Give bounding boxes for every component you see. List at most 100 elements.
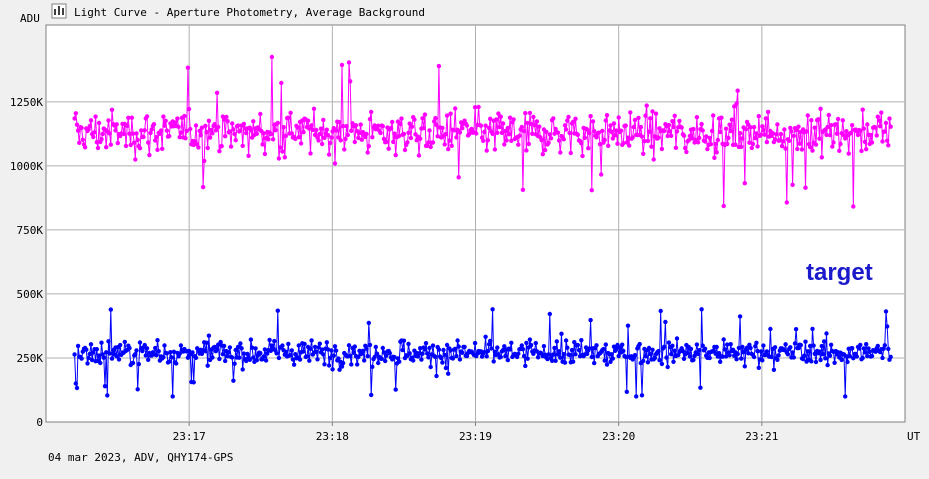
data-point <box>843 136 848 141</box>
data-point <box>584 351 590 357</box>
data-point <box>345 132 350 138</box>
data-point <box>670 119 675 124</box>
data-point <box>524 148 529 153</box>
data-point <box>266 137 271 142</box>
data-point <box>137 146 143 151</box>
data-point <box>274 351 279 356</box>
data-point <box>239 346 244 351</box>
data-point <box>531 351 536 356</box>
data-point <box>586 146 591 151</box>
data-point <box>498 114 503 119</box>
data-point <box>121 131 126 137</box>
data-point <box>291 362 297 367</box>
data-point <box>393 152 398 158</box>
data-point <box>837 148 842 153</box>
data-point <box>443 365 449 371</box>
data-point <box>163 118 168 124</box>
data-point <box>89 357 95 363</box>
data-point <box>133 352 138 357</box>
data-point <box>609 352 614 357</box>
data-point <box>80 137 86 142</box>
data-point <box>200 184 206 190</box>
data-point <box>144 114 150 119</box>
data-point <box>754 131 759 136</box>
data-point <box>204 340 209 345</box>
data-point <box>495 130 500 135</box>
data-point <box>254 358 259 363</box>
data-point <box>561 137 566 142</box>
data-point <box>486 342 492 347</box>
title-bar: Light Curve - Aperture Photometry, Avera… <box>51 3 425 19</box>
data-point <box>490 131 495 136</box>
chart-icon[interactable] <box>51 3 67 19</box>
data-point <box>606 143 611 148</box>
data-point <box>96 353 102 358</box>
data-point <box>101 355 107 360</box>
data-point <box>127 345 132 351</box>
data-point <box>434 122 439 128</box>
data-point <box>712 155 717 160</box>
data-point <box>809 359 814 364</box>
data-point <box>349 128 354 133</box>
data-point <box>831 140 836 145</box>
data-point <box>134 348 139 353</box>
data-point <box>558 355 563 360</box>
data-point <box>572 340 577 345</box>
data-point <box>594 135 599 140</box>
x-tick-label: 23:20 <box>602 430 635 443</box>
data-point <box>339 364 345 369</box>
data-point <box>206 118 212 124</box>
data-point <box>198 133 203 138</box>
data-point <box>307 358 312 363</box>
data-point <box>883 120 889 126</box>
data-point <box>176 124 181 129</box>
data-point <box>673 145 679 150</box>
data-point <box>714 344 719 350</box>
data-point <box>602 358 607 363</box>
data-point <box>652 355 658 361</box>
data-point <box>332 344 338 349</box>
data-point <box>411 358 416 363</box>
data-point <box>772 137 778 142</box>
data-point <box>148 130 153 136</box>
data-point <box>835 116 841 122</box>
data-point <box>667 129 673 134</box>
data-point <box>812 125 817 130</box>
data-point <box>87 351 93 357</box>
data-point <box>718 359 723 364</box>
data-point <box>715 354 721 359</box>
data-point <box>802 353 807 358</box>
data-point <box>254 131 259 136</box>
data-point <box>624 140 629 145</box>
data-point <box>204 129 209 135</box>
data-point <box>74 122 80 127</box>
data-point <box>791 355 796 360</box>
data-point <box>631 124 636 130</box>
data-point <box>587 130 592 136</box>
data-point <box>499 130 505 135</box>
data-point <box>365 150 370 155</box>
data-point <box>490 307 495 312</box>
data-point <box>175 116 180 121</box>
data-point <box>380 345 385 351</box>
data-point <box>240 367 245 372</box>
data-point <box>289 348 294 353</box>
data-point <box>191 380 196 385</box>
data-point <box>263 358 269 363</box>
data-point <box>367 342 373 348</box>
data-point <box>666 122 672 128</box>
data-point <box>860 355 865 361</box>
data-point <box>348 79 353 84</box>
data-point <box>526 141 531 147</box>
data-point <box>482 349 487 355</box>
data-point <box>720 354 725 359</box>
data-point <box>552 345 557 351</box>
data-point <box>506 132 512 137</box>
data-point <box>314 127 319 133</box>
data-point <box>339 62 345 68</box>
data-point <box>370 135 375 140</box>
data-point <box>857 346 862 351</box>
data-point <box>456 175 461 180</box>
data-point <box>440 125 445 131</box>
